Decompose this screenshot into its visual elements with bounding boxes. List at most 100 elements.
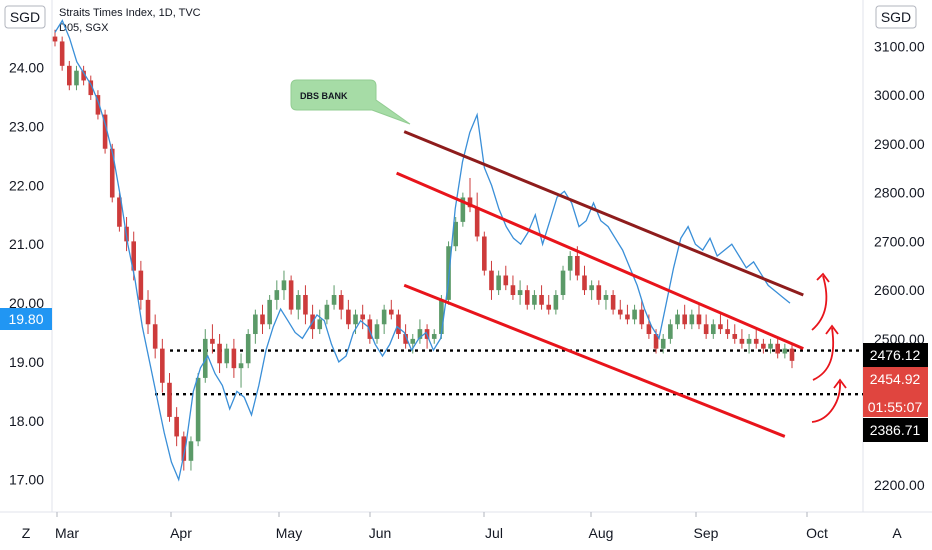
candle-body (81, 70, 86, 81)
compare-line-dbs (54, 19, 791, 482)
left-price-axis[interactable]: 17.00 18.00 19.00 20.00 21.00 22.00 23.00 24.00 (9, 60, 44, 488)
candle-body (682, 314, 687, 325)
zoom-button-left[interactable]: Z (22, 525, 31, 541)
right-tick-label: 2900.00 (874, 136, 925, 152)
time-tick-label: Jun (369, 525, 392, 541)
channel-line-lower (403, 283, 786, 438)
candle-body (67, 65, 72, 86)
candle-body (646, 324, 652, 335)
left-tick-label: 18.00 (9, 413, 44, 429)
candle-body (303, 295, 308, 315)
candle-body (188, 441, 194, 461)
candle-body (245, 334, 251, 364)
candle-body (181, 436, 187, 461)
candle-body (59, 41, 65, 66)
candle-body (88, 80, 94, 96)
right-currency-box[interactable]: SGD (875, 5, 917, 29)
candle-body (474, 207, 480, 237)
candle-body (74, 70, 79, 86)
candle-body (546, 304, 552, 310)
candle-body (625, 314, 630, 320)
candle-body (210, 338, 215, 344)
candle-body (417, 329, 423, 339)
left-last-price: 19.80 (8, 311, 43, 327)
candle-body (560, 270, 566, 296)
candle-body (288, 280, 294, 310)
candle-body (753, 338, 759, 344)
candle-body (331, 295, 337, 305)
candle-body (381, 309, 387, 325)
candle-body (460, 197, 466, 222)
candle-body (768, 343, 773, 349)
candle-body (617, 309, 623, 315)
left-currency-label: SGD (10, 9, 40, 25)
candle-body (725, 329, 730, 335)
support-badge: 2386.71 (863, 418, 928, 442)
right-tick-label: 2600.00 (874, 282, 925, 298)
bar-countdown: 01:55:07 (868, 399, 923, 415)
candle-body (603, 295, 609, 300)
time-tick-label: Sep (694, 525, 719, 541)
candle-body (553, 295, 559, 310)
resistance-badge: 2476.12 (863, 343, 928, 367)
candle-body (567, 256, 573, 271)
left-tick-label: 20.00 (9, 295, 44, 311)
last-price: 2454.92 (870, 371, 921, 387)
callout-label: DBS BANK (300, 91, 348, 101)
candle-body (653, 334, 659, 349)
candle-body (224, 348, 230, 364)
candle-body (389, 309, 394, 315)
time-axis[interactable]: Mar Apr May Jun Jul Aug Sep Oct (55, 512, 828, 541)
candle-body (510, 285, 516, 296)
candle-body (174, 416, 179, 437)
candle-body (775, 343, 780, 354)
candle-body (281, 280, 287, 291)
candle-body (639, 309, 645, 325)
candle-body (660, 338, 666, 349)
candle-body (396, 314, 401, 335)
horizontal-levels (155, 349, 863, 396)
candle-body (632, 309, 637, 320)
last-price-badge: 2454.92 01:55:07 (863, 367, 928, 417)
candle-body (467, 197, 473, 208)
time-tick-label: May (276, 525, 302, 541)
arrow-up-bottom-icon (811, 381, 841, 423)
right-tick-label: 2500.00 (874, 331, 925, 347)
candle-body (431, 334, 437, 339)
candle-body (496, 275, 501, 291)
candle-body (710, 324, 716, 335)
candle-body (353, 314, 358, 325)
candle-body (610, 295, 616, 310)
auto-scale-label[interactable]: A (892, 525, 902, 541)
left-currency-box[interactable]: SGD (4, 5, 46, 29)
candle-body (689, 314, 695, 325)
arrow-head-bottom-icon (833, 378, 847, 389)
channel-line-upper (403, 130, 804, 297)
candle-body (761, 343, 766, 349)
candle-body (517, 290, 523, 296)
candle-body (696, 314, 702, 325)
candle-body (582, 275, 587, 291)
candle-body (732, 334, 738, 339)
candle-body (202, 338, 208, 378)
candle-body (167, 382, 172, 417)
chart-title: Straits Times Index, 1D, TVC (59, 7, 201, 19)
candle-body (317, 319, 323, 330)
candle-body (117, 197, 122, 227)
dbs-bank-callout: DBS BANK (290, 79, 411, 125)
time-tick-label: Jul (485, 525, 503, 541)
candle-body (403, 334, 408, 344)
candle-body (367, 319, 373, 339)
candle-body (131, 241, 137, 271)
candle-body (267, 299, 272, 325)
candle-body (489, 270, 494, 291)
left-scale-button[interactable]: Z (22, 525, 31, 541)
auto-scale-button[interactable]: A (892, 525, 902, 541)
candle-body (145, 299, 151, 325)
right-tick-label: 3000.00 (874, 87, 925, 103)
compare-symbol-label: D05, SGX (59, 22, 109, 34)
candle-body (374, 324, 380, 339)
candle-body (52, 36, 58, 42)
